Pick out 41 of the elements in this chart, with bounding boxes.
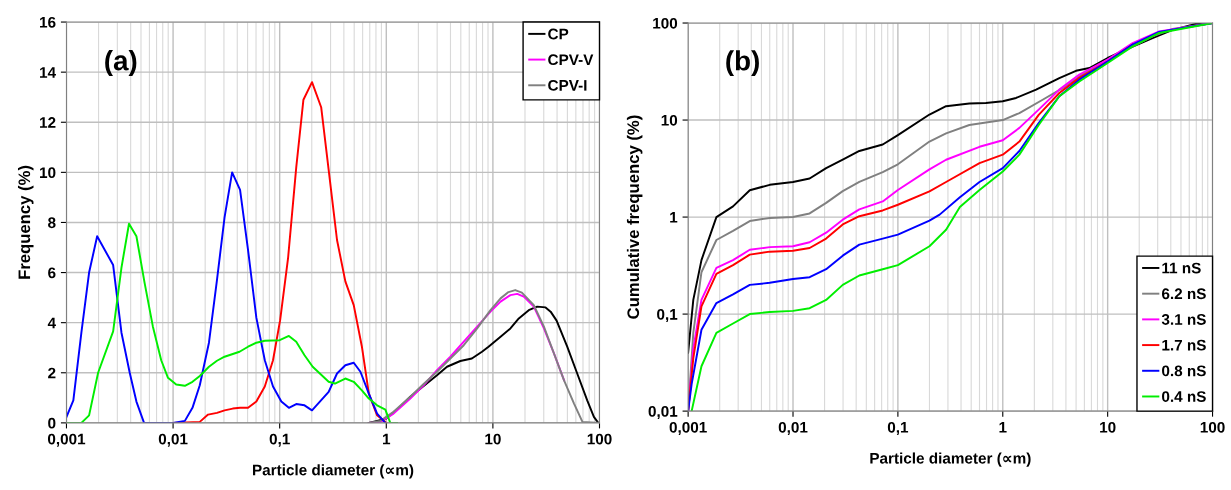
y-tick-label: 8 <box>48 217 56 229</box>
x-tick-label: 0,1 <box>887 421 909 435</box>
y-tick-label: 10 <box>661 114 678 126</box>
legend-label: CPV-V <box>548 54 594 66</box>
legend-label: 1.7 nS <box>1162 339 1206 351</box>
x-tick-label: 10 <box>1100 421 1116 433</box>
y-tick-label: 0,1 <box>657 308 678 322</box>
y-tick-label: 6 <box>48 267 56 279</box>
y-tick-label: 12 <box>40 117 56 128</box>
legend-label: 0.4 nS <box>1162 391 1206 402</box>
legend-label: 6.2 nS <box>1161 288 1206 300</box>
x-tick-label: 100 <box>587 433 612 445</box>
y-tick-label: 14 <box>40 67 56 78</box>
y-tick-label: 100 <box>653 17 678 29</box>
x-tick-label: 0,1 <box>269 433 290 447</box>
y-tick-label: 0 <box>48 417 56 429</box>
y-tick-label: 0,01 <box>648 405 678 420</box>
y-tick-label: 10 <box>40 167 56 179</box>
annotation: (b) <box>726 50 759 77</box>
x-tick-label: 1 <box>999 422 1007 433</box>
x-axis-title: Particle diameter (∝m) <box>253 464 414 479</box>
x-tick-label: 100 <box>1200 421 1225 433</box>
legend-label: 11 nS <box>1162 262 1201 274</box>
y-tick-label: 4 <box>47 317 56 329</box>
y-tick-label: 1 <box>670 212 678 223</box>
legend-label: 3.1 nS <box>1161 314 1206 325</box>
annotation: (a) <box>105 50 137 76</box>
legend-label: CPV-I <box>548 79 587 91</box>
x-axis-title: Particle diameter (∝m) <box>870 452 1031 467</box>
legend-label: CP <box>548 28 569 40</box>
y-axis-title: Frequency (%) <box>17 165 34 279</box>
x-tick-label: 1 <box>383 433 391 445</box>
y-axis-title: Cumulative frequency (%) <box>626 115 643 319</box>
x-tick-label: 0,01 <box>778 421 808 435</box>
x-tick-label: 10 <box>485 433 501 445</box>
y-tick-label: 16 <box>40 16 56 28</box>
y-tick-label: 2 <box>48 367 56 379</box>
x-tick-label: 0,001 <box>47 433 86 447</box>
legend-label: 0.8 nS <box>1162 365 1206 377</box>
x-tick-label: 0,01 <box>158 433 188 447</box>
x-tick-label: 0,001 <box>669 421 707 435</box>
